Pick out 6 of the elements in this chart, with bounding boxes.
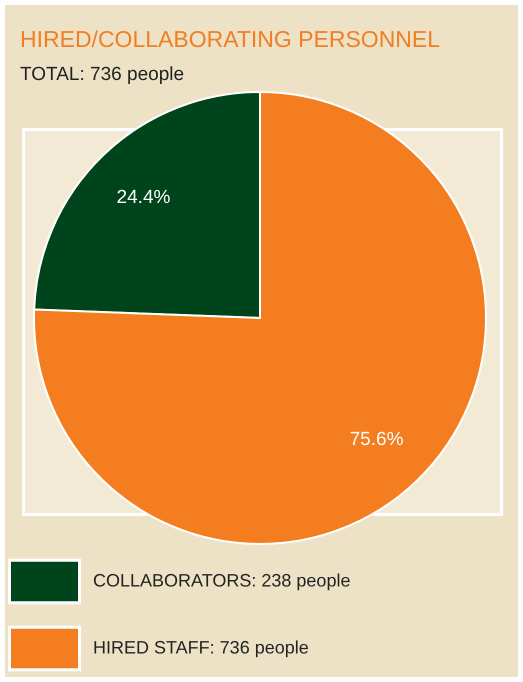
data-label: 24.4% <box>116 186 171 208</box>
chart-subtitle: TOTAL: 736 people <box>20 64 184 86</box>
data-label: 75.6% <box>350 429 404 450</box>
legend-label: COLLABORATORS: 238 people <box>93 570 350 590</box>
chart-title: HIRED/COLLABORATING PERSONNEL <box>20 26 440 53</box>
legend-label: HIRED STAFF: 736 people <box>93 638 309 658</box>
